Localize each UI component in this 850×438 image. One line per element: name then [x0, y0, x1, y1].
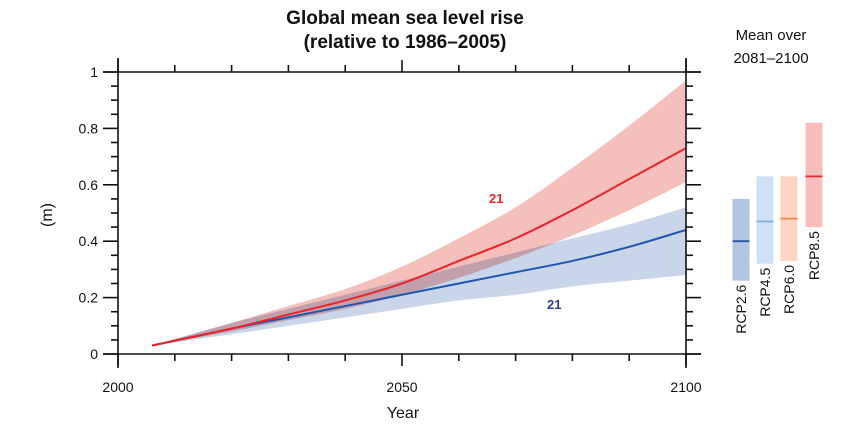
band-rcp85 [152, 80, 686, 346]
side-bar-label: RCP2.6 [733, 284, 749, 333]
side-panel-title-line2: 2081–2100 [733, 50, 808, 67]
mean-lines [151, 147, 687, 347]
side-bar-rcp85: RCP8.5 [805, 122, 823, 280]
x-tick-label: 2100 [670, 379, 701, 395]
side-panel-bars: RCP2.6 RCP4.5 RCP6.0 RCP8.5 [732, 122, 823, 334]
side-bar-label: RCP4.5 [757, 268, 773, 317]
x-tick-label: 2000 [102, 379, 133, 395]
side-bar-rcp60: RCP6.0 [780, 176, 798, 314]
y-axis-label: (m) [39, 203, 56, 227]
side-panel-title-line1: Mean over [736, 27, 807, 44]
side-bar-range [805, 122, 823, 228]
y-tick-label: 1 [90, 64, 98, 80]
side-bar-rcp45: RCP4.5 [756, 176, 774, 317]
side-bar-range [756, 176, 774, 264]
x-tick-label: 2050 [386, 379, 417, 395]
chart-subtitle: (relative to 1986–2005) [304, 32, 507, 53]
y-tick-label: 0.4 [79, 233, 99, 249]
side-bar-range [732, 198, 750, 281]
line-rcp85 [151, 147, 687, 347]
chart-title: Global mean sea level rise [286, 8, 524, 29]
side-bar-rcp26: RCP2.6 [732, 198, 750, 334]
side-bar-label: RCP6.0 [781, 265, 797, 314]
y-tick-label: 0.8 [79, 120, 99, 136]
x-axis-label: Year [387, 405, 420, 422]
uncertainty-bands [152, 80, 686, 346]
tick-labels: 2000 2050 2100 0 0.2 0.4 0.6 0.8 1 [79, 64, 702, 395]
axes [103, 58, 701, 368]
side-bar-label: RCP8.5 [806, 231, 822, 280]
rcp85-annotation: 21 [489, 191, 503, 206]
y-tick-label: 0 [90, 346, 98, 362]
rcp26-annotation: 21 [547, 297, 561, 312]
y-tick-label: 0.2 [79, 290, 99, 306]
y-tick-label: 0.6 [79, 177, 99, 193]
